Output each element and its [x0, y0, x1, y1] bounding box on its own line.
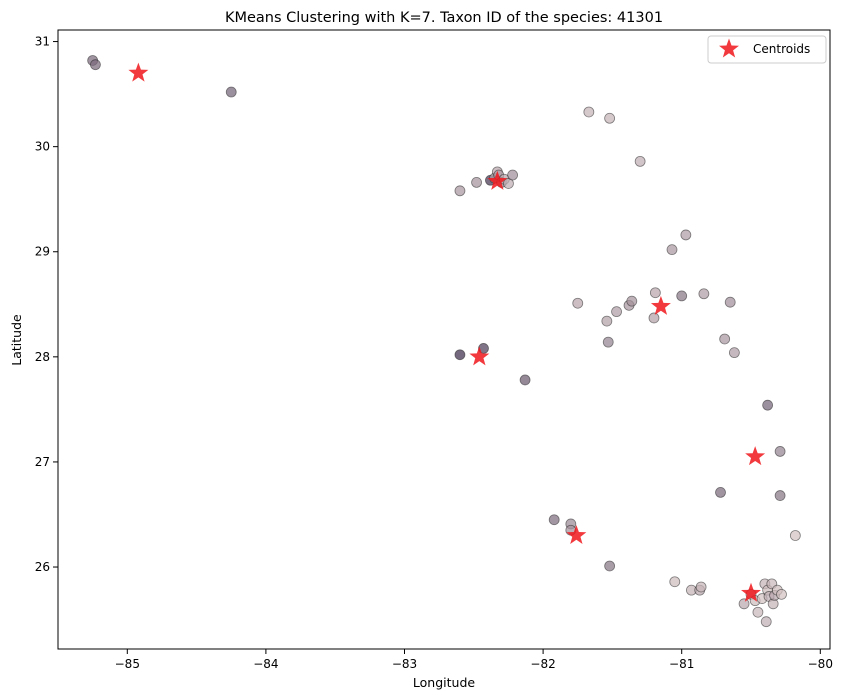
x-tick-label: −85 — [115, 657, 140, 671]
x-tick-label: −83 — [392, 657, 417, 671]
data-point — [634, 155, 646, 167]
centroid-star — [487, 170, 508, 190]
legend-box — [707, 35, 827, 64]
y-axis-label: Latitude — [9, 314, 24, 366]
data-point — [548, 514, 560, 526]
legend-star — [719, 38, 739, 58]
centroids-layer — [128, 62, 766, 602]
data-point — [602, 336, 614, 348]
data-point — [471, 176, 482, 188]
data-point — [724, 296, 736, 308]
data-point — [572, 297, 584, 309]
y-tick-label: 28 — [35, 350, 50, 364]
data-point — [760, 616, 772, 628]
x-tick-label: −84 — [253, 657, 278, 671]
data-point — [752, 606, 764, 618]
data-point — [601, 315, 613, 327]
y-tick-label: 31 — [35, 35, 50, 49]
centroid-star — [745, 446, 766, 466]
centroid-star — [741, 582, 761, 602]
y-tick-label: 29 — [35, 245, 50, 259]
data-point — [680, 229, 692, 241]
legend: Centroids — [707, 35, 827, 64]
centroid-star — [128, 62, 149, 82]
data-point — [604, 560, 616, 572]
data-point — [225, 86, 237, 98]
x-tick-label: −80 — [808, 657, 833, 671]
x-axis-label: Longitude — [413, 675, 475, 690]
data-point — [90, 59, 101, 71]
x-tick-label: −81 — [669, 657, 694, 671]
data-point — [738, 598, 750, 610]
data-point — [776, 588, 787, 600]
y-tick-label: 30 — [35, 140, 50, 154]
data-point — [583, 106, 595, 118]
data-point — [626, 295, 638, 307]
data-point — [695, 581, 707, 593]
plot-frame — [57, 29, 831, 650]
legend-label-centroids: Centroids — [753, 42, 810, 56]
data-point — [507, 169, 519, 181]
chart-title: KMeans Clustering with K=7. Taxon ID of … — [225, 10, 663, 26]
data-point — [762, 399, 774, 411]
y-tick-label: 26 — [35, 560, 50, 574]
data-point — [789, 530, 801, 541]
data-point — [649, 287, 661, 299]
centroid-star — [566, 525, 587, 544]
data-point — [666, 244, 678, 256]
data-point — [604, 112, 616, 124]
data-point — [648, 312, 660, 324]
data-point — [611, 306, 622, 318]
data-point — [715, 487, 726, 498]
legend-centroid-marker — [719, 38, 739, 58]
centroid-star — [650, 295, 671, 315]
data-point — [728, 347, 740, 359]
data-point — [669, 576, 681, 588]
y-tick-label: 27 — [35, 455, 50, 469]
centroid-star — [469, 346, 490, 366]
data-point — [774, 446, 786, 457]
data-point — [676, 290, 688, 302]
data-point — [774, 490, 786, 501]
y-axis: 26 27 28 29 30 31 — [35, 35, 58, 574]
data-point — [698, 288, 710, 300]
x-axis: −85 −84 −83 −82 −81 −80 — [115, 649, 833, 671]
data-point — [454, 349, 466, 361]
data-point — [719, 333, 731, 345]
data-point — [454, 185, 466, 197]
data-point — [519, 374, 531, 386]
points-layer — [87, 55, 801, 628]
x-tick-label: −82 — [530, 657, 555, 671]
